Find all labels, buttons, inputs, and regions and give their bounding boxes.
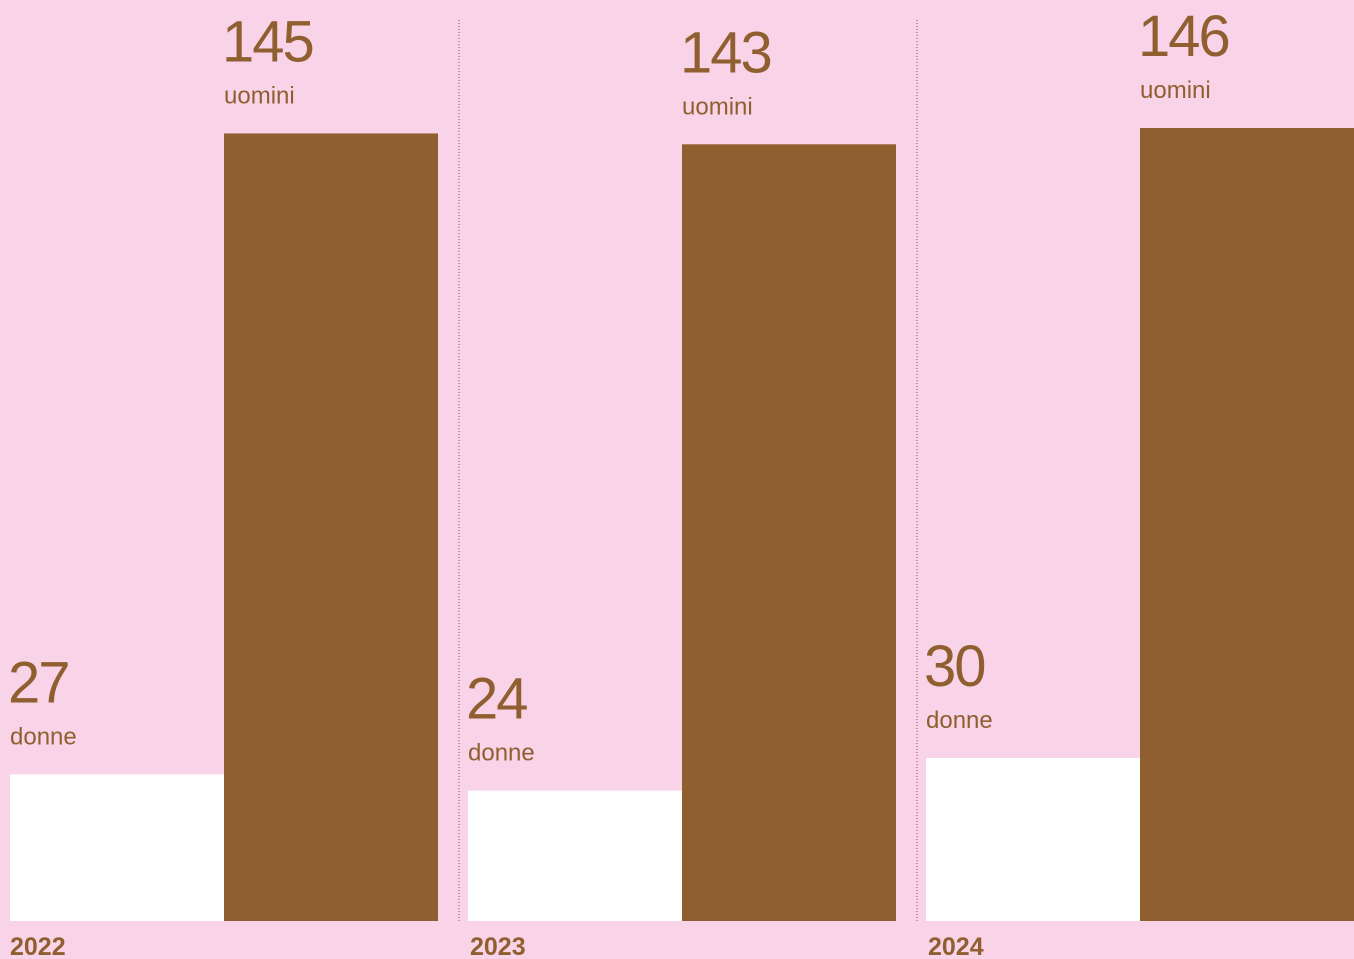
x-tick-label: 2023 bbox=[470, 933, 526, 959]
series-label: uomini bbox=[682, 93, 753, 120]
series-label: donne bbox=[926, 707, 993, 734]
value-label: 24 bbox=[466, 667, 527, 732]
value-label: 27 bbox=[8, 650, 69, 715]
bar bbox=[682, 144, 896, 921]
value-label: 30 bbox=[924, 634, 985, 699]
bar bbox=[926, 758, 1140, 921]
value-label: 146 bbox=[1138, 4, 1229, 69]
value-label: 145 bbox=[222, 9, 313, 74]
value-label: 143 bbox=[680, 20, 771, 85]
series-label: donne bbox=[468, 740, 535, 767]
series-label: uomini bbox=[224, 82, 295, 109]
bar bbox=[224, 133, 438, 921]
x-tick-label: 2024 bbox=[928, 933, 984, 959]
x-tick-label: 2022 bbox=[10, 933, 66, 959]
series-label: uomini bbox=[1140, 77, 1211, 104]
bar bbox=[468, 790, 682, 921]
bar bbox=[1140, 128, 1354, 921]
series-label: donne bbox=[10, 723, 77, 750]
bar bbox=[10, 774, 224, 921]
